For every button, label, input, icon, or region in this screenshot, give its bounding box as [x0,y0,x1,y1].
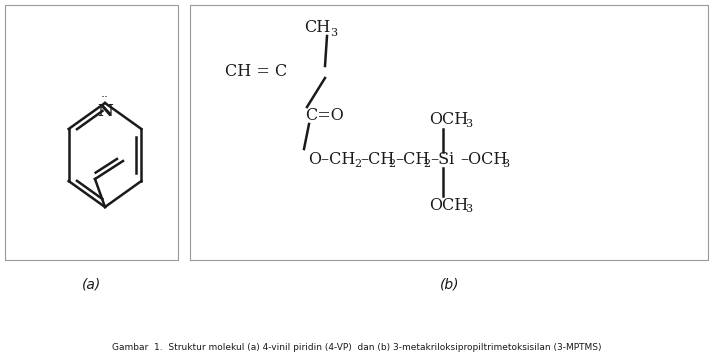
Text: 2: 2 [354,159,361,169]
Text: Gambar  1.  Struktur molekul (a) 4-vinil piridin (4-VP)  dan (b) 3-metakriloksip: Gambar 1. Struktur molekul (a) 4-vinil p… [112,344,602,352]
Text: 2: 2 [388,159,395,169]
Text: O–CH: O–CH [308,152,356,169]
Text: 3: 3 [502,159,509,169]
Text: C=O: C=O [305,106,343,123]
Text: –CH: –CH [395,152,429,169]
Text: –OCH: –OCH [460,152,508,169]
Text: CH: CH [303,19,330,36]
Text: OCH: OCH [429,112,468,129]
Text: (a): (a) [82,278,101,292]
Text: CH = C: CH = C [225,64,287,81]
Text: 3: 3 [465,204,472,214]
Text: –Si: –Si [430,152,454,169]
Text: N: N [97,103,113,119]
Text: (b): (b) [441,278,460,292]
Text: 2: 2 [423,159,430,169]
Text: 3: 3 [465,119,472,129]
Text: 3: 3 [330,28,337,38]
Text: OCH: OCH [429,196,468,213]
Text: –CH: –CH [360,152,394,169]
Text: ··: ·· [101,91,109,104]
